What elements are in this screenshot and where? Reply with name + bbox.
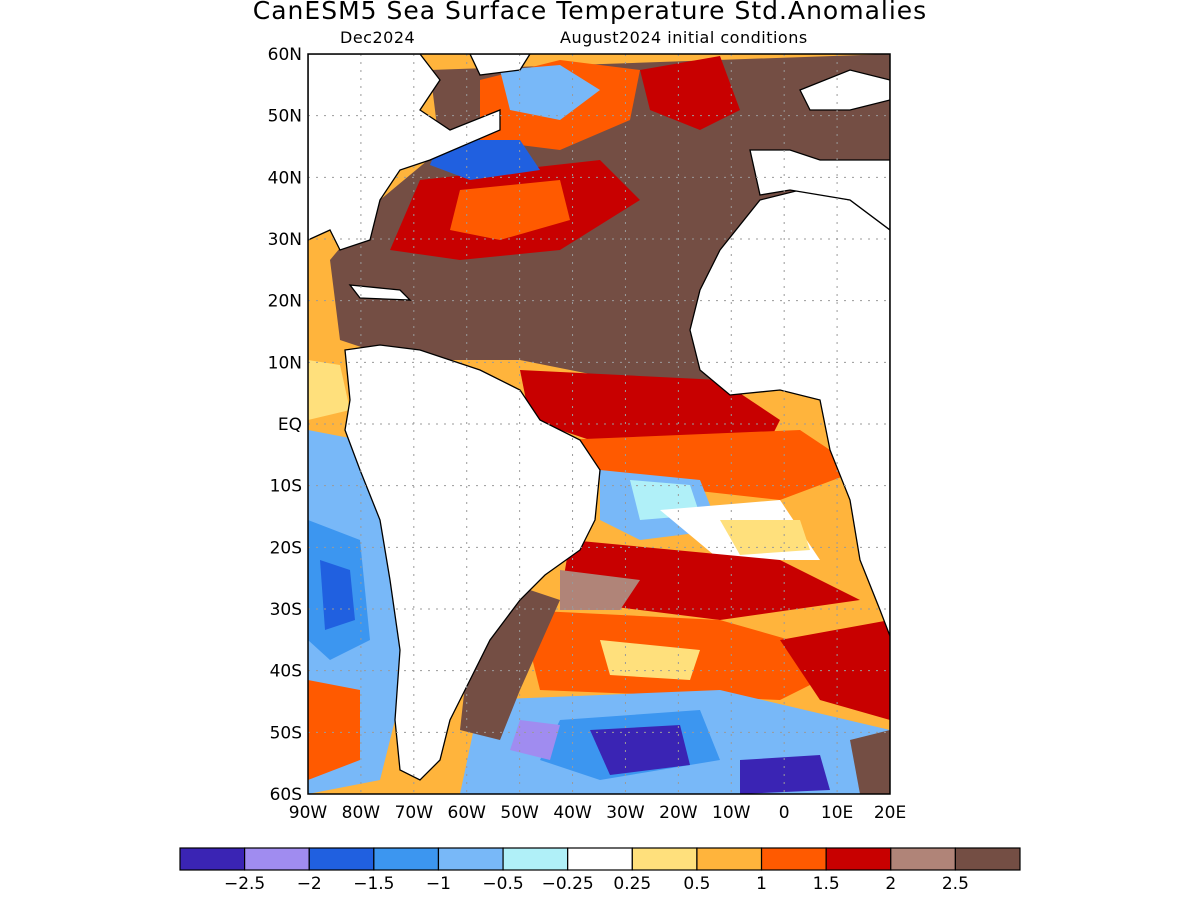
legend-swatch xyxy=(890,847,956,871)
lat-tick-label: 60N xyxy=(268,45,302,65)
legend-label: 1 xyxy=(756,874,767,894)
lat-tick-label: 30N xyxy=(268,230,302,250)
legend-swatch xyxy=(179,847,246,871)
legend-label: −2 xyxy=(297,874,322,894)
legend-label: −1.5 xyxy=(353,874,394,894)
legend-label: 2 xyxy=(885,874,896,894)
forecast-month: Dec2024 xyxy=(340,28,416,47)
legend-label: −1 xyxy=(426,874,451,894)
lat-tick-label: 10S xyxy=(270,477,302,497)
lat-tick-label: EQ xyxy=(278,415,302,435)
latitude-axis: 60N 50N 40N 30N 20N 10N EQ 10S 20S 30S 40S 50S 60S xyxy=(268,45,302,805)
legend-label: 1.5 xyxy=(813,874,840,894)
initial-conditions-label: August2024 initial conditions xyxy=(560,28,808,47)
map-title: CanESM5 Sea Surface Temperature Std.Anom… xyxy=(252,0,928,25)
legend-swatch xyxy=(631,847,698,871)
lat-tick-label: 50N xyxy=(268,107,302,127)
lat-tick-label: 40N xyxy=(268,168,302,188)
legend-swatch xyxy=(502,847,569,871)
lon-tick-label: 20W xyxy=(659,803,698,823)
plot-frame xyxy=(307,53,891,795)
legend-label: −0.25 xyxy=(542,874,594,894)
lon-tick-label: 0 xyxy=(779,803,790,823)
lon-tick-label: 20E xyxy=(874,803,906,823)
lon-tick-label: 60W xyxy=(448,803,487,823)
legend-swatch xyxy=(437,847,504,871)
legend-swatch xyxy=(825,847,892,871)
lon-tick-label: 30W xyxy=(606,803,645,823)
legend-swatch xyxy=(567,847,633,871)
lat-tick-label: 30S xyxy=(270,600,302,620)
lon-tick-label: 50W xyxy=(500,803,539,823)
legend-swatch xyxy=(954,847,1021,871)
lon-tick-label: 10E xyxy=(821,803,853,823)
lat-tick-label: 50S xyxy=(270,723,302,743)
lat-tick-label: 60S xyxy=(270,785,302,805)
legend-swatch xyxy=(308,847,375,871)
grid-lines xyxy=(308,54,890,794)
colorbar-legend: −2.5 −2 −1.5 −1 −0.5 −0.25 0.25 0.5 1 1.5 2 2.5 xyxy=(179,847,1021,894)
lon-tick-label: 70W xyxy=(395,803,434,823)
legend-label: 2.5 xyxy=(942,874,969,894)
legend-swatch xyxy=(244,847,310,871)
lon-tick-label: 40W xyxy=(553,803,592,823)
legend-swatch xyxy=(760,847,827,871)
lon-tick-label: 10W xyxy=(712,803,751,823)
legend-swatch xyxy=(696,847,763,871)
lat-tick-label: 10N xyxy=(268,353,302,373)
lat-tick-label: 20S xyxy=(270,538,302,558)
lon-tick-label: 90W xyxy=(289,803,328,823)
land-masses xyxy=(308,54,890,781)
lat-tick-label: 40S xyxy=(270,662,302,682)
lon-tick-label: 80W xyxy=(342,803,381,823)
legend-label: 0.5 xyxy=(683,874,710,894)
legend-label: −0.5 xyxy=(482,874,523,894)
lat-tick-label: 20N xyxy=(268,292,302,312)
longitude-axis: 90W 80W 70W 60W 50W 40W 30W 20W 10W 0 10E 20E xyxy=(289,803,906,823)
legend-label: −2.5 xyxy=(224,874,265,894)
legend-swatch xyxy=(373,847,440,871)
legend-label: 0.25 xyxy=(613,874,651,894)
